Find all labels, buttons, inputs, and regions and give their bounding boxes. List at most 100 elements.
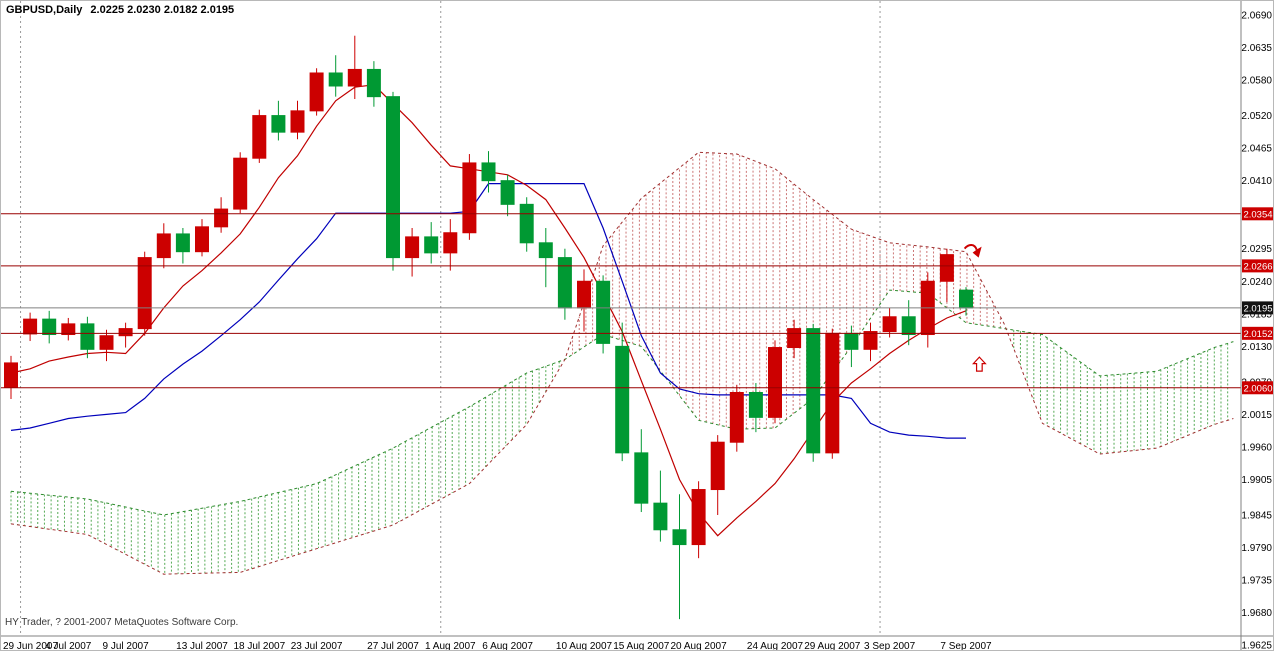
candle-body[interactable]: [42, 318, 57, 336]
candle-body[interactable]: [787, 328, 802, 349]
date-tick-label: 13 Jul 2007: [176, 641, 228, 651]
candle-body[interactable]: [634, 452, 649, 504]
price-badges: 2.0354 2.0266 2.0152 2.0060 2.0195: [1242, 207, 1273, 395]
senkou-span-b-line: [10, 151, 1234, 575]
candle-body[interactable]: [825, 332, 840, 454]
price-tick-label: 1.9790: [1241, 543, 1272, 554]
date-tick-label: 1 Aug 2007: [425, 641, 476, 651]
candle-body[interactable]: [214, 208, 229, 228]
date-tick-label: 7 Sep 2007: [940, 641, 992, 651]
candle-body[interactable]: [729, 392, 744, 443]
copyright-text: HY Trader, ? 2001-2007 MetaQuotes Softwa…: [5, 617, 239, 628]
candle-body[interactable]: [175, 233, 190, 253]
candle-body[interactable]: [844, 332, 859, 350]
price-tick-label: 2.0520: [1241, 111, 1272, 122]
candle-body[interactable]: [481, 162, 496, 182]
price-tick-label: 2.0015: [1241, 410, 1272, 421]
date-tick-label: 20 Aug 2007: [671, 641, 728, 651]
candles-layer[interactable]: [4, 35, 973, 620]
kijun-sen-line: [10, 183, 966, 439]
sr-price-badge-label: 2.0152: [1243, 329, 1272, 340]
candle-body[interactable]: [577, 280, 591, 309]
sr-price-badge: [1242, 326, 1273, 340]
sr-price-badge: [1242, 259, 1273, 273]
candle-body[interactable]: [901, 316, 916, 336]
candle-body[interactable]: [309, 72, 324, 112]
date-tick-label: 18 Jul 2007: [233, 641, 285, 651]
candle-body[interactable]: [443, 232, 458, 254]
date-tick-label: 9 Jul 2007: [103, 641, 150, 651]
curved-arrow-down-icon[interactable]: [963, 244, 982, 258]
candle-body[interactable]: [80, 323, 95, 350]
date-tick-label: 27 Jul 2007: [367, 641, 419, 651]
date-tick-label: 3 Sep 2007: [864, 641, 916, 651]
candle-body[interactable]: [252, 115, 267, 159]
candle-body[interactable]: [691, 489, 706, 546]
date-tick-label: 4 Jul 2007: [45, 641, 92, 651]
date-tick-label: 29 Aug 2007: [804, 641, 861, 651]
candle-body[interactable]: [615, 345, 630, 454]
candle-body[interactable]: [557, 257, 572, 309]
price-axis[interactable]: 2.0690 2.0635 2.0580 2.0520 2.0465 2.0410 2.03…: [1241, 11, 1272, 651]
price-tick-label: 2.0690: [1241, 11, 1272, 22]
candle-body[interactable]: [405, 236, 420, 259]
horizontal-lines[interactable]: [1, 213, 1241, 389]
sr-price-badge: [1242, 381, 1273, 395]
candle-body[interactable]: [500, 180, 515, 205]
candle-body[interactable]: [424, 236, 439, 254]
candle-body[interactable]: [61, 323, 76, 336]
candle-body[interactable]: [290, 110, 305, 133]
bid-price-badge: [1242, 301, 1273, 315]
arrow-up-icon[interactable]: [971, 356, 987, 372]
candle-body[interactable]: [863, 331, 878, 350]
candle-body[interactable]: [672, 529, 687, 546]
price-tick-label: 2.0635: [1241, 43, 1272, 54]
candle-body[interactable]: [596, 280, 611, 344]
date-tick-label: 23 Jul 2007: [291, 641, 343, 651]
price-tick-label: 1.9735: [1241, 576, 1272, 587]
price-tick-label: 2.0295: [1241, 244, 1272, 255]
candle-body[interactable]: [939, 254, 954, 282]
price-tick-label: 1.9905: [1241, 475, 1272, 486]
date-tick-label: 24 Aug 2007: [747, 641, 804, 651]
candle-body[interactable]: [118, 328, 133, 337]
candle-body[interactable]: [710, 441, 725, 491]
candle-body[interactable]: [959, 289, 973, 309]
sr-price-badge-label: 2.0060: [1243, 383, 1272, 394]
sr-price-badge-label: 2.0354: [1243, 209, 1272, 220]
candle-body[interactable]: [748, 392, 763, 418]
price-tick-label: 1.9625: [1241, 641, 1272, 651]
price-tick-label: 2.0185: [1241, 309, 1272, 320]
candle-body[interactable]: [653, 502, 668, 531]
sr-price-badge: [1242, 207, 1273, 221]
candle-body[interactable]: [99, 335, 114, 350]
candle-body[interactable]: [233, 157, 248, 210]
price-tick-label: 1.9960: [1241, 442, 1272, 453]
candle-body[interactable]: [347, 68, 362, 87]
candle-body[interactable]: [386, 96, 400, 259]
candle-body[interactable]: [366, 68, 381, 98]
candle-body[interactable]: [271, 115, 286, 133]
candle-body[interactable]: [519, 203, 534, 244]
price-tick-label: 2.0465: [1241, 144, 1272, 155]
candle-body[interactable]: [195, 226, 209, 253]
candle-body[interactable]: [806, 328, 821, 454]
price-tick-label: 2.0130: [1241, 342, 1272, 353]
candle-body[interactable]: [538, 242, 553, 259]
arrow-objects[interactable]: [963, 244, 987, 372]
candle-body[interactable]: [328, 72, 343, 87]
price-tick-label: 2.0240: [1241, 277, 1272, 288]
ohlc-values: 2.0225 2.0230 2.0182 2.0195: [90, 4, 235, 16]
candle-body[interactable]: [4, 362, 18, 388]
candle-body[interactable]: [768, 347, 782, 418]
candle-body[interactable]: [882, 316, 897, 333]
candle-body[interactable]: [23, 318, 38, 335]
price-tick-label: 2.0410: [1241, 176, 1272, 187]
candle-body[interactable]: [462, 162, 477, 234]
candle-body[interactable]: [156, 233, 171, 259]
candle-body[interactable]: [137, 257, 152, 330]
price-tick-label: 2.0580: [1241, 76, 1272, 87]
